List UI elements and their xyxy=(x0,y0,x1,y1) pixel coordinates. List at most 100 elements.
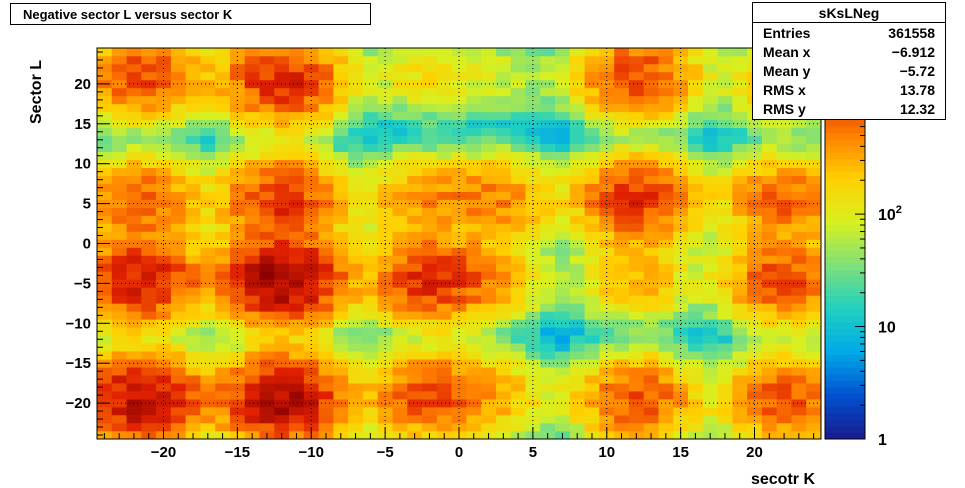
heatmap-cell xyxy=(540,127,556,137)
heatmap-cell xyxy=(333,303,349,312)
heatmap-cell xyxy=(436,287,452,296)
heatmap-cell xyxy=(362,159,379,168)
heatmap-cell xyxy=(761,255,777,264)
heatmap-cell xyxy=(318,63,334,73)
heatmap-cell xyxy=(333,87,349,97)
heatmap-cell xyxy=(274,223,290,232)
heatmap-cell xyxy=(422,335,438,344)
heatmap-cell xyxy=(244,167,260,176)
heatmap-cell xyxy=(584,367,600,376)
heatmap-cell xyxy=(259,71,275,81)
palette-swatch xyxy=(825,191,865,199)
heatmap-cell xyxy=(348,343,364,352)
heatmap-cell xyxy=(244,111,260,121)
heatmap-cell xyxy=(259,63,275,73)
heatmap-cell xyxy=(555,271,571,280)
heatmap-cell xyxy=(289,135,305,145)
heatmap-cell xyxy=(599,175,615,184)
heatmap-cell xyxy=(569,335,585,344)
heatmap-cell xyxy=(599,415,615,424)
heatmap-cell xyxy=(466,303,482,312)
heatmap-cell xyxy=(170,175,186,184)
heatmap-cell xyxy=(555,407,571,416)
heatmap-cell xyxy=(688,183,704,192)
heatmap-cell xyxy=(436,383,452,392)
heatmap-cell xyxy=(333,367,349,376)
heatmap-cell xyxy=(776,287,792,296)
heatmap-cell xyxy=(111,175,127,184)
heatmap-cell xyxy=(569,287,585,296)
heatmap-cell xyxy=(200,175,216,184)
heatmap-cell xyxy=(318,79,334,89)
heatmap-cell xyxy=(97,375,113,384)
heatmap-cell xyxy=(806,223,822,232)
heatmap-cell xyxy=(215,95,231,105)
heatmap-cell xyxy=(215,351,231,360)
heatmap-cell xyxy=(422,63,438,73)
heatmap-cell xyxy=(628,48,644,57)
heatmap-cell xyxy=(569,175,585,184)
heatmap-cell xyxy=(392,183,408,192)
heatmap-cell xyxy=(510,311,526,320)
heatmap-cell xyxy=(185,295,201,304)
heatmap-cell xyxy=(555,231,571,240)
heatmap-cell xyxy=(525,327,541,336)
heatmap-cell xyxy=(673,303,689,312)
heatmap-cell xyxy=(599,367,615,376)
heatmap-cell xyxy=(555,199,571,208)
heatmap-cell xyxy=(569,135,585,145)
palette-swatch xyxy=(825,425,865,433)
heatmap-cell xyxy=(407,239,423,248)
heatmap-cell xyxy=(436,327,452,336)
heatmap-cell xyxy=(259,239,275,248)
heatmap-cell xyxy=(392,359,408,368)
heatmap-cell xyxy=(806,327,822,336)
heatmap-cell xyxy=(569,151,585,161)
heatmap-cell xyxy=(643,183,659,192)
heatmap-cell xyxy=(126,95,142,105)
heatmap-cell xyxy=(451,415,467,424)
heatmap-cell xyxy=(555,143,571,153)
heatmap-cell xyxy=(540,103,556,113)
heatmap-cell xyxy=(126,391,142,400)
heatmap-cell xyxy=(688,143,704,153)
heatmap-cell xyxy=(436,223,452,232)
heatmap-cell xyxy=(362,271,379,280)
heatmap-cell xyxy=(466,391,482,400)
heatmap-cell xyxy=(377,215,393,224)
heatmap-cell xyxy=(628,335,644,344)
heatmap-cell xyxy=(732,351,748,360)
heatmap-cell xyxy=(673,247,689,256)
heatmap-cell xyxy=(215,103,231,113)
heatmap-cell xyxy=(643,367,659,376)
heatmap-cell xyxy=(126,183,142,192)
palette-swatch xyxy=(825,230,865,238)
heatmap-cell xyxy=(200,271,216,280)
grid-lines xyxy=(97,48,821,439)
heatmap-cell xyxy=(318,247,334,256)
heatmap-cell xyxy=(525,151,541,161)
heatmap-cell xyxy=(111,119,127,129)
heatmap-cell xyxy=(688,215,704,224)
heatmap-cell xyxy=(156,271,172,280)
heatmap-cell xyxy=(97,191,113,200)
heatmap-cell xyxy=(747,391,763,400)
heatmap-cell xyxy=(761,207,777,216)
heatmap-cell xyxy=(274,183,290,192)
heatmap-cell xyxy=(392,55,408,65)
heatmap-cell xyxy=(732,79,748,89)
heatmap-cell xyxy=(525,183,541,192)
heatmap-cell xyxy=(318,183,334,192)
heatmap-cell xyxy=(510,335,526,344)
heatmap-cell xyxy=(436,279,452,288)
heatmap-cell xyxy=(362,223,379,232)
heatmap-cell xyxy=(259,247,275,256)
heatmap-cell xyxy=(141,223,157,232)
heatmap-cell xyxy=(555,255,571,264)
heatmap-cell xyxy=(407,343,423,352)
heatmap-cell xyxy=(776,167,792,176)
heatmap-cell xyxy=(584,303,600,312)
heatmap-cell xyxy=(244,127,260,137)
heatmap-cell xyxy=(185,55,201,65)
heatmap-cell xyxy=(732,391,748,400)
